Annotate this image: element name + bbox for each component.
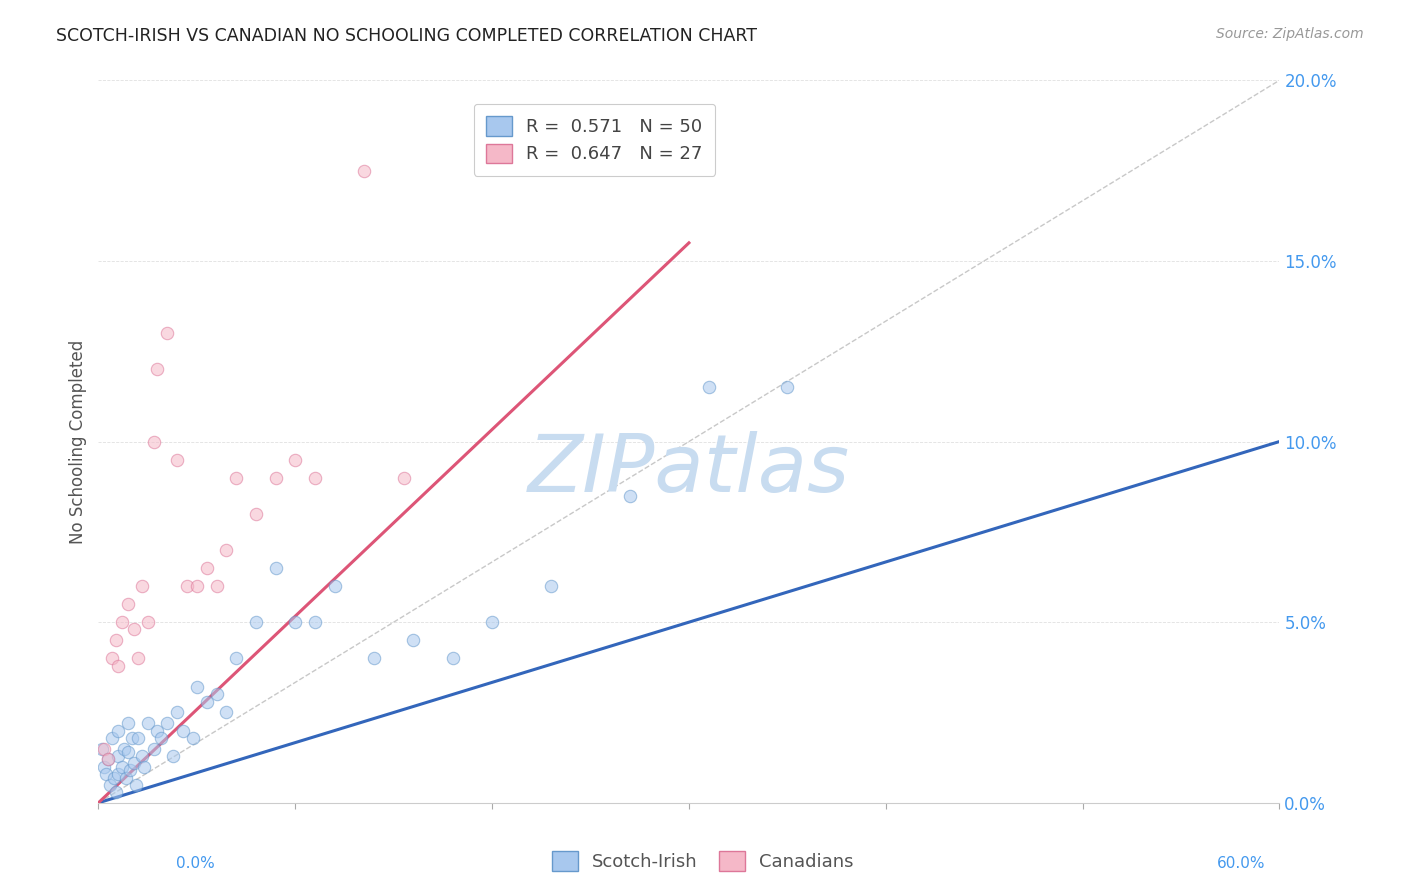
- Point: [402, 633, 425, 648]
- Y-axis label: No Schooling Completed: No Schooling Completed: [69, 340, 87, 543]
- Point: [540, 579, 562, 593]
- Point: [264, 561, 287, 575]
- Point: [101, 651, 124, 665]
- Point: [107, 767, 129, 781]
- Text: Source: ZipAtlas.com: Source: ZipAtlas.com: [1216, 27, 1364, 41]
- Point: [125, 778, 148, 792]
- Point: [264, 471, 287, 485]
- Point: [245, 507, 267, 521]
- Point: [105, 633, 128, 648]
- Point: [107, 748, 129, 763]
- Point: [225, 471, 247, 485]
- Point: [156, 716, 179, 731]
- Point: [481, 615, 503, 630]
- Point: [172, 723, 194, 738]
- Text: SCOTCH-IRISH VS CANADIAN NO SCHOOLING COMPLETED CORRELATION CHART: SCOTCH-IRISH VS CANADIAN NO SCHOOLING CO…: [56, 27, 758, 45]
- Legend: Scotch-Irish, Canadians: Scotch-Irish, Canadians: [546, 844, 860, 879]
- Point: [284, 452, 307, 467]
- Point: [150, 731, 173, 745]
- Point: [122, 756, 145, 770]
- Point: [776, 380, 799, 394]
- Point: [93, 741, 115, 756]
- Point: [117, 716, 139, 731]
- Point: [186, 579, 208, 593]
- Point: [323, 579, 346, 593]
- Point: [136, 615, 159, 630]
- Point: [166, 706, 188, 720]
- Point: [215, 706, 238, 720]
- Point: [363, 651, 385, 665]
- Point: [107, 723, 129, 738]
- Text: ZIPatlas: ZIPatlas: [527, 432, 851, 509]
- Point: [111, 615, 134, 630]
- Point: [156, 326, 179, 340]
- Point: [96, 767, 118, 781]
- Point: [186, 680, 208, 694]
- Point: [146, 362, 169, 376]
- Point: [111, 760, 134, 774]
- Point: [142, 434, 165, 449]
- Point: [117, 597, 139, 611]
- Point: [131, 748, 153, 763]
- Point: [122, 623, 145, 637]
- Point: [284, 615, 307, 630]
- Point: [205, 687, 228, 701]
- Point: [304, 471, 326, 485]
- Point: [304, 615, 326, 630]
- Point: [619, 489, 641, 503]
- Point: [121, 731, 143, 745]
- Point: [101, 731, 124, 745]
- Point: [142, 741, 165, 756]
- Point: [215, 542, 238, 557]
- Point: [98, 778, 121, 792]
- Point: [91, 741, 114, 756]
- Point: [162, 748, 184, 763]
- Point: [441, 651, 464, 665]
- Point: [97, 752, 120, 766]
- Point: [93, 760, 115, 774]
- Point: [697, 380, 720, 394]
- Point: [195, 561, 218, 575]
- Point: [205, 579, 228, 593]
- Point: [127, 651, 149, 665]
- Point: [146, 723, 169, 738]
- Point: [118, 764, 141, 778]
- Text: 60.0%: 60.0%: [1218, 856, 1265, 871]
- Point: [103, 771, 125, 785]
- Point: [105, 785, 128, 799]
- Point: [181, 731, 204, 745]
- Point: [353, 163, 375, 178]
- Point: [245, 615, 267, 630]
- Point: [392, 471, 415, 485]
- Point: [131, 579, 153, 593]
- Point: [115, 771, 138, 785]
- Point: [195, 695, 218, 709]
- Point: [127, 731, 149, 745]
- Point: [117, 745, 139, 759]
- Legend: R =  0.571   N = 50, R =  0.647   N = 27: R = 0.571 N = 50, R = 0.647 N = 27: [474, 103, 716, 176]
- Point: [112, 741, 135, 756]
- Point: [166, 452, 188, 467]
- Text: 0.0%: 0.0%: [176, 856, 215, 871]
- Point: [97, 752, 120, 766]
- Point: [107, 658, 129, 673]
- Point: [225, 651, 247, 665]
- Point: [176, 579, 198, 593]
- Point: [136, 716, 159, 731]
- Point: [132, 760, 155, 774]
